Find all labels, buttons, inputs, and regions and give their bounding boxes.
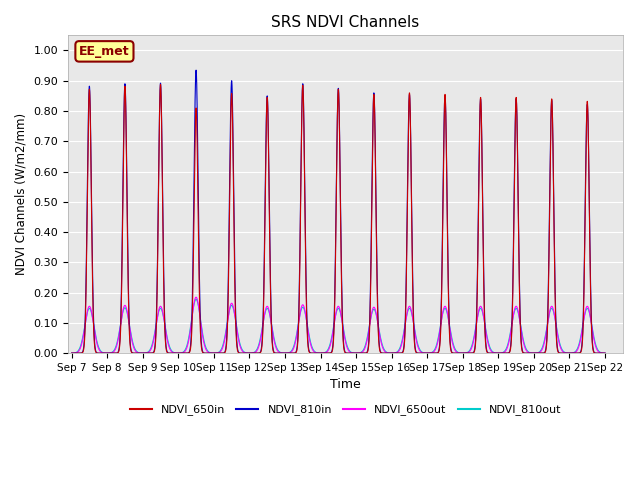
- NDVI_650in: [68, 350, 76, 356]
- NDVI_810out: [412, 333, 420, 339]
- NDVI_650in: [182, 350, 189, 356]
- NDVI_650out: [600, 350, 607, 356]
- NDVI_810in: [268, 316, 275, 322]
- Line: NDVI_650out: NDVI_650out: [72, 297, 605, 353]
- NDVI_810out: [68, 350, 76, 356]
- NDVI_650in: [268, 324, 275, 329]
- NDVI_810in: [600, 350, 607, 356]
- NDVI_650in: [488, 350, 495, 356]
- NDVI_810out: [192, 297, 200, 302]
- Text: EE_met: EE_met: [79, 45, 130, 58]
- NDVI_650in: [601, 350, 609, 356]
- NDVI_810in: [68, 350, 76, 356]
- NDVI_810out: [601, 350, 609, 356]
- NDVI_650out: [176, 350, 184, 356]
- NDVI_650out: [182, 348, 189, 353]
- NDVI_810in: [182, 350, 189, 356]
- Line: NDVI_650in: NDVI_650in: [72, 84, 605, 353]
- NDVI_650in: [600, 350, 607, 356]
- NDVI_650out: [268, 321, 275, 327]
- NDVI_650in: [176, 350, 184, 356]
- NDVI_650in: [412, 349, 420, 355]
- NDVI_810out: [488, 348, 495, 353]
- NDVI_650out: [68, 350, 76, 356]
- NDVI_810in: [412, 348, 420, 354]
- Line: NDVI_810out: NDVI_810out: [72, 300, 605, 353]
- NDVI_810in: [488, 350, 495, 356]
- NDVI_810out: [182, 346, 189, 352]
- NDVI_810in: [601, 350, 609, 356]
- NDVI_650out: [192, 294, 200, 300]
- NDVI_810out: [600, 350, 607, 356]
- Title: SRS NDVI Channels: SRS NDVI Channels: [271, 15, 420, 30]
- Line: NDVI_810in: NDVI_810in: [72, 70, 605, 353]
- NDVI_650out: [488, 348, 495, 354]
- NDVI_650out: [412, 335, 420, 341]
- Y-axis label: NDVI Channels (W/m2/mm): NDVI Channels (W/m2/mm): [15, 113, 28, 276]
- Legend: NDVI_650in, NDVI_810in, NDVI_650out, NDVI_810out: NDVI_650in, NDVI_810in, NDVI_650out, NDV…: [125, 400, 566, 420]
- NDVI_810out: [176, 350, 184, 356]
- NDVI_810out: [268, 320, 275, 326]
- NDVI_650out: [601, 350, 609, 356]
- NDVI_810in: [176, 350, 184, 356]
- X-axis label: Time: Time: [330, 378, 361, 392]
- NDVI_650in: [157, 82, 164, 87]
- NDVI_810in: [192, 67, 200, 73]
